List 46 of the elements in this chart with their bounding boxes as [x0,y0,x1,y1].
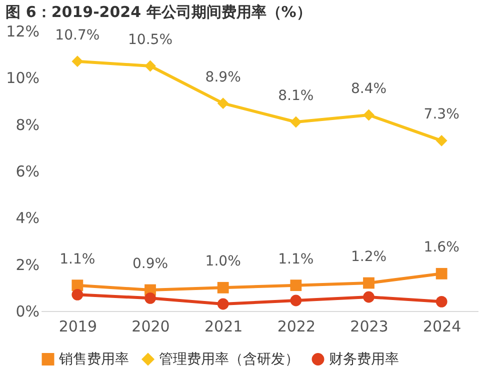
point [436,134,448,146]
data-label: 1.6% [424,240,460,256]
point [363,291,374,303]
data-label: 1.2% [350,249,387,265]
point [290,294,302,306]
y-tick-label: 0% [16,302,40,320]
data-label: 1.1% [60,251,96,268]
point [363,277,374,289]
point [72,280,84,292]
point [217,98,229,110]
point [217,282,229,294]
data-label: 8.9% [205,69,241,86]
chart-title: 图 6：2019-2024 年公司期间费用率（%） [6,3,312,21]
y-tick-label: 6% [16,162,40,180]
point [363,109,374,121]
y-tick-label: 10% [6,69,40,88]
y-tick-label: 4% [16,209,40,228]
point [72,56,84,68]
y-tick-label: 2% [16,256,40,274]
point [72,288,84,300]
point [290,116,302,128]
legend-label: 管理费用率（含研发） [159,351,299,368]
data-label: 10.7% [55,27,100,44]
point [436,268,448,280]
x-tick-label: 2022 [277,318,316,336]
point [144,292,156,304]
point [144,60,156,72]
point [436,296,448,308]
point [217,298,229,310]
y-tick-label: 12% [6,22,40,40]
y-tick-label: 8% [16,116,40,134]
data-label: 8.4% [350,81,387,97]
data-label: 10.5% [128,32,172,48]
data-label: 8.1% [278,88,314,104]
data-label: 1.0% [205,254,241,270]
x-tick-label: 2024 [422,318,462,336]
x-tick-label: 2021 [204,318,243,336]
x-tick-label: 2019 [58,318,98,336]
legend-label: 财务费用率 [329,351,399,368]
data-label: 0.9% [132,256,168,272]
data-label: 1.1% [278,251,314,268]
x-tick-label: 2023 [350,318,388,336]
legend-label: 销售费用率 [58,351,129,368]
x-tick-label: 2020 [132,318,170,336]
data-label: 7.3% [424,106,460,123]
point [290,280,302,292]
